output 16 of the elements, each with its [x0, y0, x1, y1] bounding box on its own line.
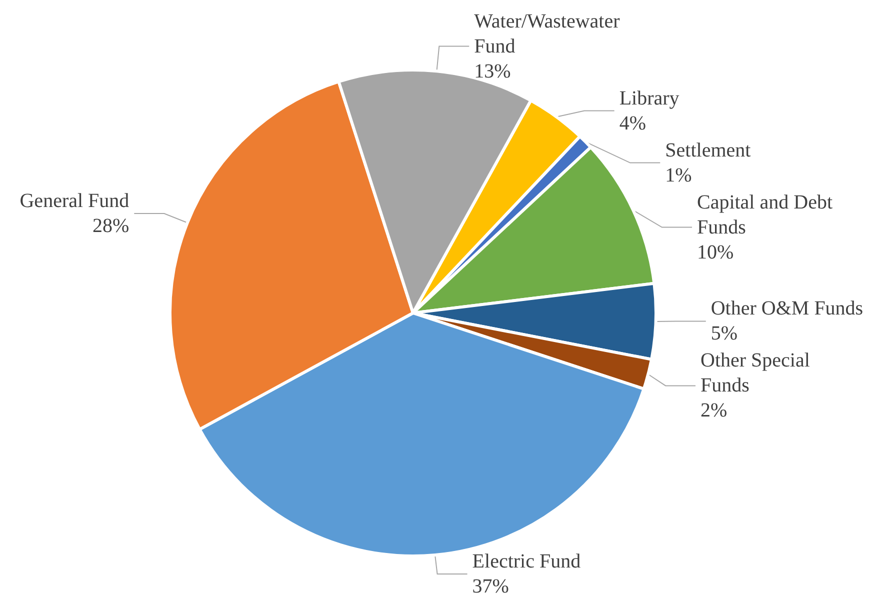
data-label: 4%: [619, 112, 646, 134]
slice-label: Electric Fund: [472, 550, 581, 572]
slice-label: Water/Wastewater Fund: [474, 10, 625, 58]
data-label: 10%: [696, 241, 734, 264]
slice-label: Settlement: [665, 139, 752, 162]
slice-label: Other O&M Funds: [710, 298, 864, 320]
data-label: 1%: [665, 164, 692, 186]
data-label: 13%: [474, 60, 511, 82]
slice-label: Capital and Debt Funds: [696, 191, 838, 238]
data-label: 37%: [472, 576, 509, 598]
data-label: 5%: [710, 322, 738, 345]
slice-label: General Fund: [20, 190, 130, 212]
data-label: 28%: [92, 214, 130, 237]
slice-label: Other Special Funds: [700, 350, 815, 397]
data-label: 2%: [700, 400, 728, 422]
slice-label: Library: [619, 87, 680, 110]
